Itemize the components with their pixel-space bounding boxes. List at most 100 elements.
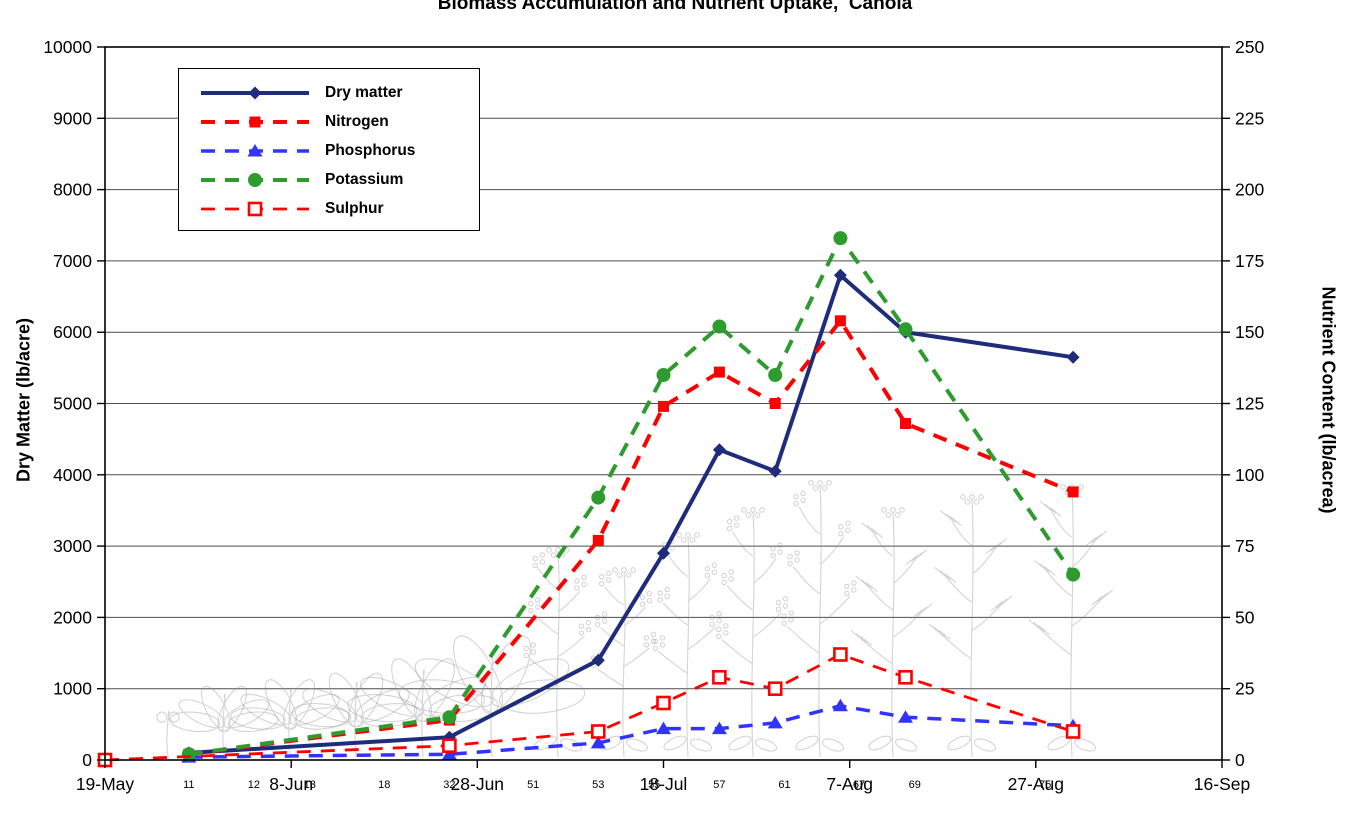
series-marker	[1065, 724, 1081, 739]
plant-illustration	[850, 507, 933, 758]
y-right-tick-label: 125	[1235, 394, 1264, 414]
plant-flower	[612, 567, 618, 573]
plant-flower	[535, 604, 541, 610]
plant-flower	[585, 626, 592, 633]
plant-flower	[546, 547, 552, 553]
plant-flower	[973, 499, 980, 505]
plant-pod	[1044, 503, 1057, 514]
plant-pod	[928, 623, 941, 634]
plant-flower	[885, 512, 892, 518]
plant-leaf	[282, 679, 316, 730]
growth-stage-label: 51	[527, 779, 539, 791]
plant-flower	[781, 620, 787, 627]
y-left-tick-label: 4000	[53, 465, 92, 485]
plant-flower	[664, 593, 670, 600]
growth-stage-label: 18	[378, 779, 390, 791]
plant-flower	[1060, 484, 1066, 490]
y-left-tick-label: 7000	[53, 251, 92, 271]
plant-branch	[971, 547, 996, 575]
plant-illustration	[156, 711, 180, 758]
plant-pod	[985, 544, 997, 555]
plant-leaf	[414, 658, 494, 708]
series-marker	[898, 710, 913, 723]
plant-pod	[921, 603, 933, 613]
plant-leaf	[169, 711, 221, 733]
plant-branch	[861, 638, 894, 665]
plant-pod	[1101, 589, 1114, 600]
plant-leaf	[347, 693, 418, 723]
plant-flower	[659, 635, 666, 641]
plant-stem	[222, 693, 226, 758]
plant-flower	[770, 552, 776, 559]
plant-leaf	[200, 685, 231, 732]
x-axis-tick-label: 19-May	[76, 774, 135, 794]
plant-pod	[866, 525, 878, 536]
plant-branch	[892, 612, 922, 638]
series-marker	[832, 698, 848, 712]
series-marker	[591, 653, 605, 667]
series-marker	[442, 710, 457, 725]
series-marker	[1066, 350, 1080, 364]
series-marker	[441, 747, 457, 760]
y-left-tick-label: 3000	[53, 536, 92, 556]
plant-leaf	[360, 676, 425, 717]
plant-leaf	[328, 672, 364, 728]
legend-label: Dry matter	[325, 83, 403, 101]
plant-leaf	[894, 738, 918, 752]
plant-flower	[574, 585, 580, 591]
plant-flower	[750, 507, 756, 513]
plant-flower	[598, 581, 605, 587]
series-marker	[768, 464, 782, 478]
plant-flower	[787, 553, 793, 560]
y-right-tick-label: 200	[1235, 180, 1264, 200]
series-marker	[769, 398, 781, 409]
plant-flower	[601, 618, 608, 624]
plant-pod	[910, 552, 923, 563]
plant-flower	[723, 623, 729, 629]
plant-flower	[530, 642, 537, 648]
plant-flower	[899, 507, 905, 513]
plant-flower	[800, 490, 806, 497]
plant-flower	[528, 607, 534, 614]
plant-leaf	[294, 707, 350, 730]
plant-stem	[751, 511, 755, 758]
plant-flower	[964, 499, 971, 505]
plant-flower	[669, 545, 675, 551]
plant-illustration	[590, 567, 657, 758]
plant-flower	[844, 583, 850, 590]
y-left-tick-label: 10000	[43, 37, 92, 57]
plant-stem	[970, 498, 974, 758]
series-line	[188, 317, 1074, 757]
plant-flower	[890, 507, 896, 513]
series-marker	[833, 647, 848, 662]
plant-flower	[777, 549, 783, 555]
plant-flower	[808, 480, 814, 486]
series-line	[104, 652, 1074, 762]
plant-flower	[639, 601, 646, 607]
y-right-tick-label: 0	[1235, 750, 1245, 770]
plant-flower	[969, 494, 975, 500]
y-left-tick-label: 5000	[53, 394, 92, 414]
plant-pod	[855, 576, 868, 586]
series-marker	[898, 322, 913, 337]
plant-pod	[861, 522, 873, 533]
plant-pod	[1033, 559, 1046, 570]
x-axis-tick-label: 16-Sep	[1194, 774, 1250, 794]
plant-branch	[721, 638, 754, 665]
plant-leaf	[499, 679, 586, 714]
plant-pod	[860, 579, 873, 589]
plant-branch	[792, 566, 821, 595]
growth-stage-label: 57	[713, 779, 725, 791]
plant-branch	[1044, 569, 1073, 597]
plant-flower	[539, 559, 546, 565]
plant-flower	[800, 497, 806, 504]
plant-flower	[812, 485, 819, 491]
plant-pod	[1000, 595, 1013, 606]
plant-branch	[662, 602, 689, 626]
plant-flower	[775, 599, 782, 606]
series-marker	[712, 669, 727, 685]
growth-stage-label: 55	[648, 779, 660, 791]
plant-flower	[788, 617, 794, 623]
growth-stage-label: 61	[778, 779, 790, 791]
